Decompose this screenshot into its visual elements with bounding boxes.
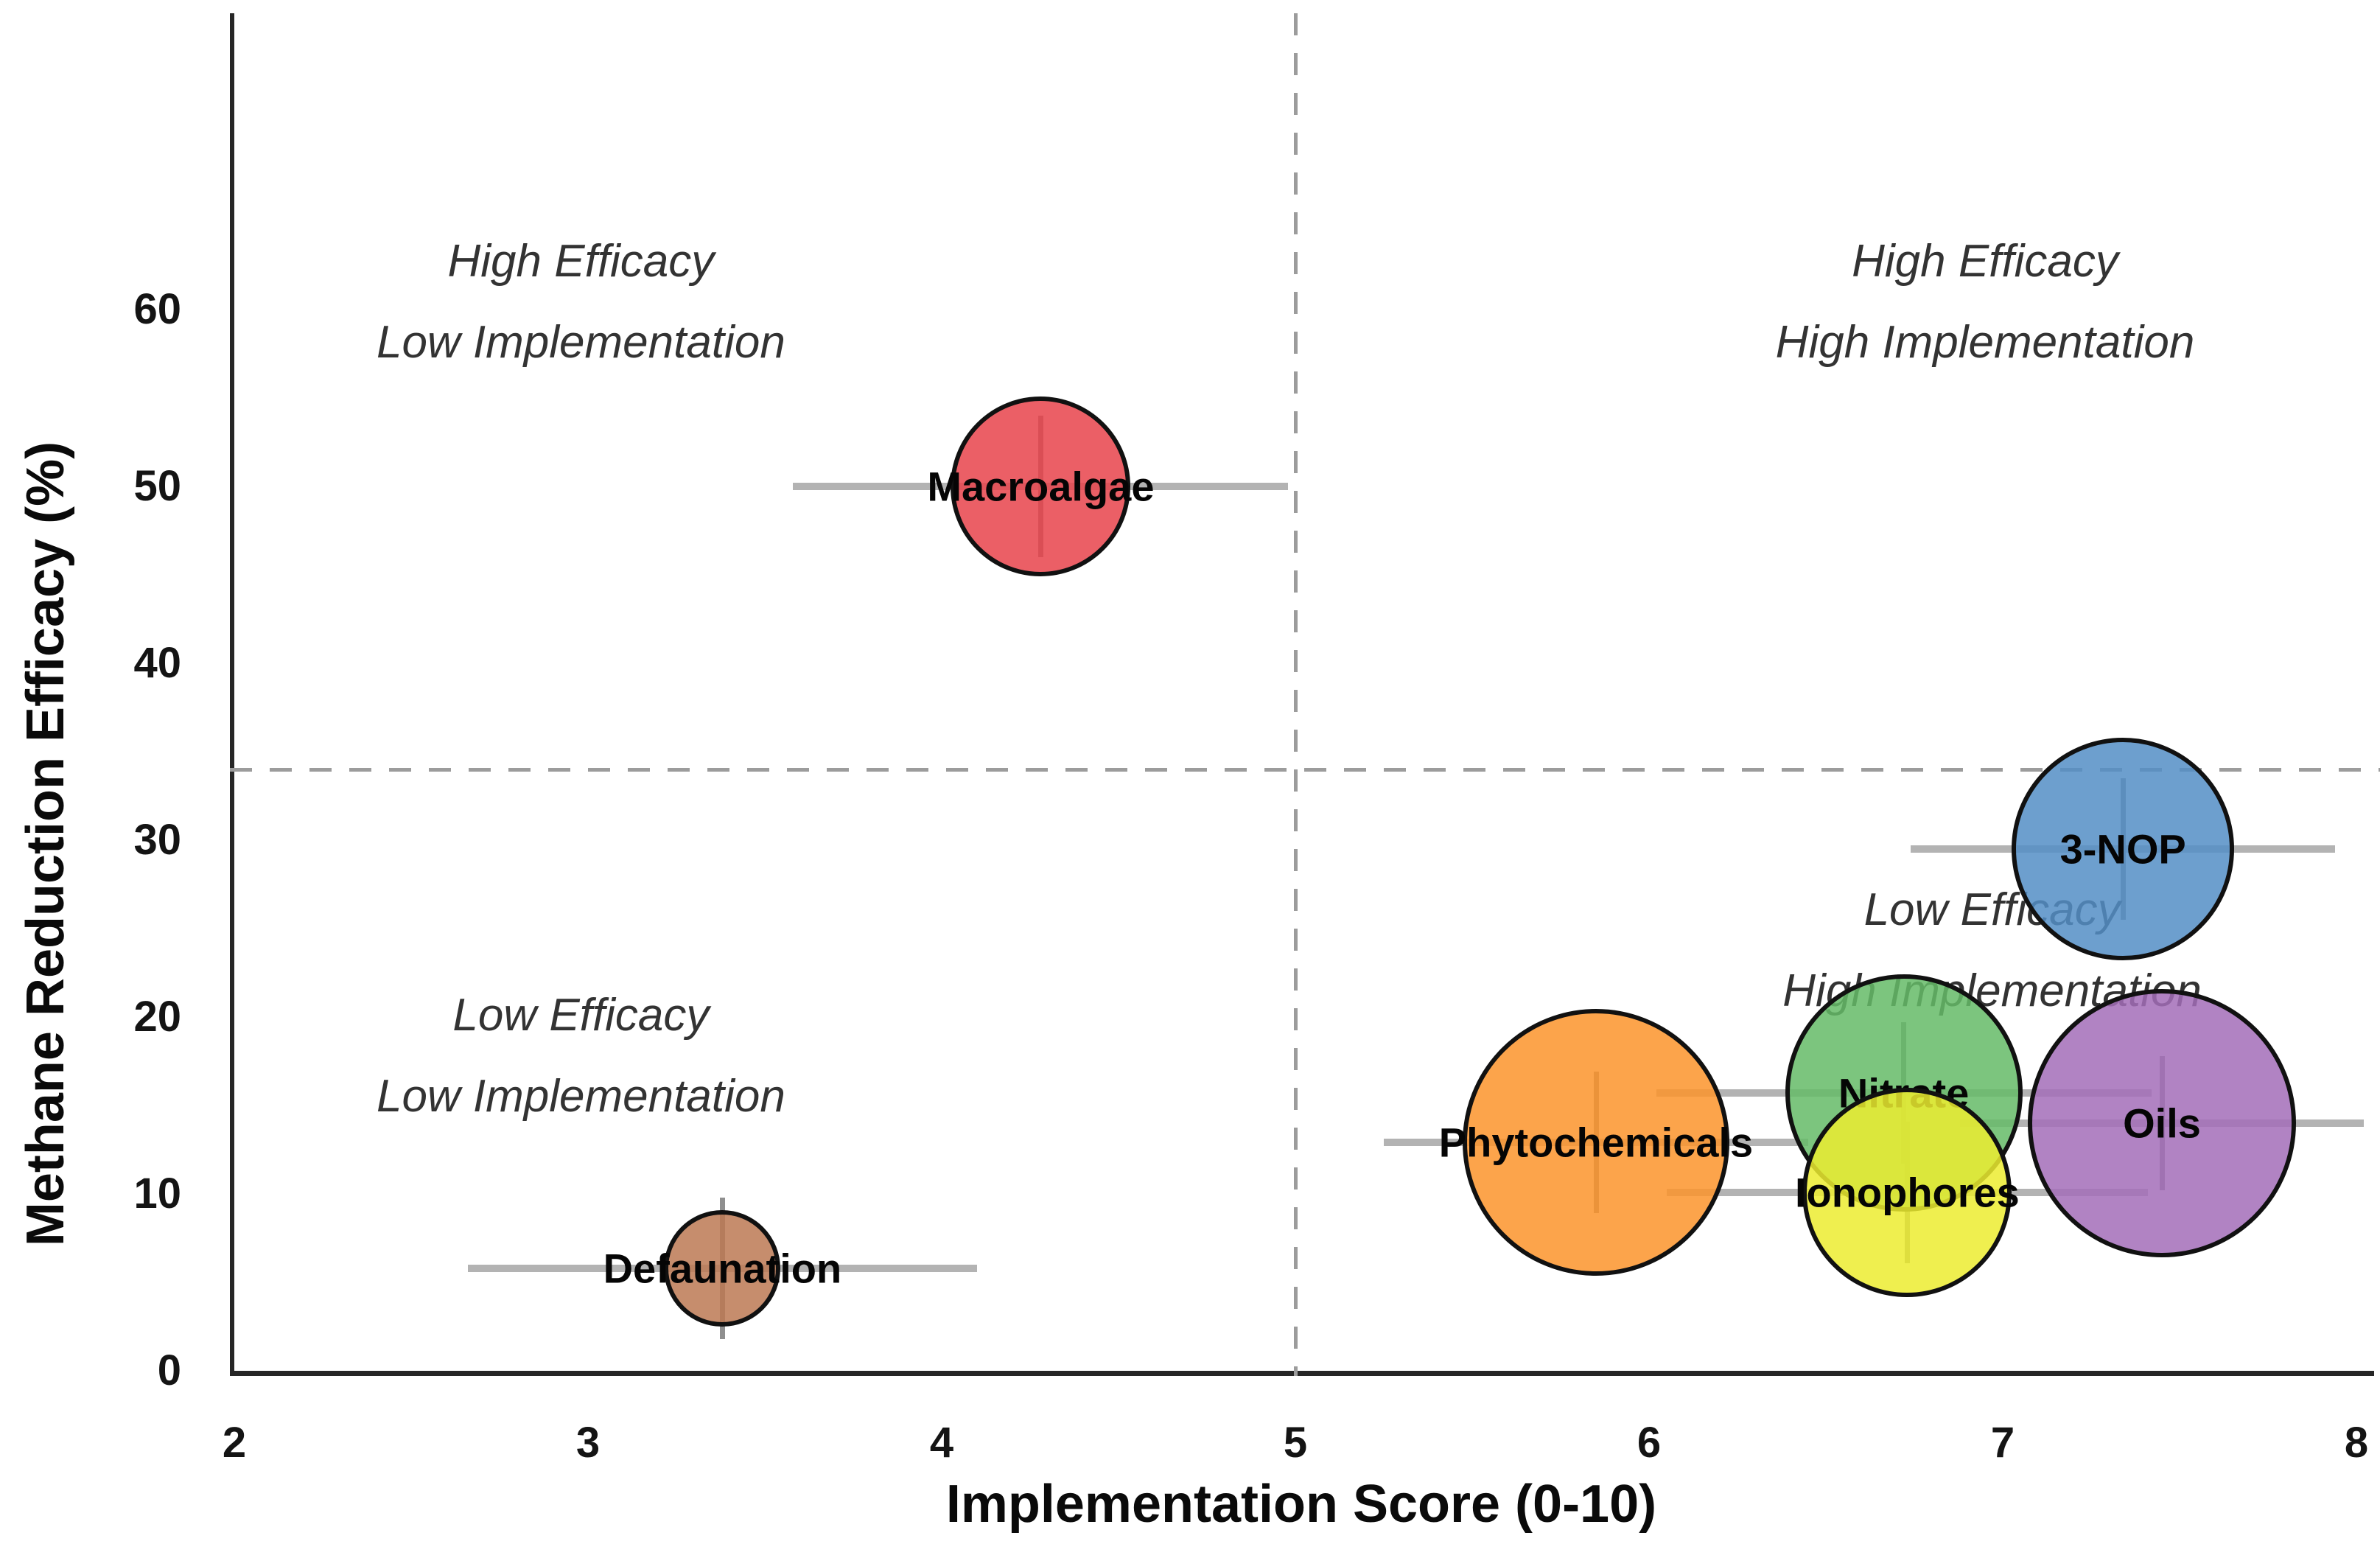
quadrant-label-line: Low Implementation — [376, 317, 785, 368]
x-tick-label-7: 7 — [1990, 1419, 2015, 1467]
bubble-defaunation — [664, 1209, 781, 1327]
quadrant-label-2: Low Efficacy Low Implementation — [377, 975, 785, 1137]
quadrant-label-line: High Implementation — [1775, 317, 2195, 368]
quadrant-label-0: High Efficacy Low Implementation — [377, 221, 785, 383]
y-tick-label-60: 60 — [133, 285, 181, 333]
y-tick-label-10: 10 — [133, 1170, 181, 1218]
bubble-label-ionophores: Ionophores — [1794, 1169, 2020, 1216]
bubble-3-nop — [2012, 738, 2235, 960]
quadrant-label-line: Low Implementation — [376, 1070, 785, 1122]
quadrant-label-line: High Efficacy — [1852, 236, 2118, 287]
threshold-line-vertical — [1293, 13, 1298, 1376]
bubble-oils — [2028, 989, 2296, 1257]
threshold-line-horizontal — [230, 767, 2380, 772]
y-axis-line — [230, 13, 234, 1376]
x-tick-label-5: 5 — [1283, 1419, 1308, 1467]
quadrant-label-1: High Efficacy High Implementation — [1776, 221, 2195, 383]
bubble-phytochemicals — [1463, 1009, 1729, 1276]
y-tick-label-20: 20 — [133, 993, 181, 1041]
bubble-macroalgae — [951, 397, 1131, 576]
bubble-label-macroalgae: Macroalgae — [927, 463, 1155, 510]
y-tick-label-50: 50 — [133, 462, 181, 510]
x-tick-label-4: 4 — [929, 1419, 954, 1467]
bubble-label-oils: Oils — [2123, 1100, 2201, 1147]
bubble-label-phytochemicals: Phytochemicals — [1438, 1119, 1754, 1166]
quadrant-label-line: Low Efficacy — [452, 989, 710, 1041]
y-tick-label-40: 40 — [133, 639, 181, 687]
x-axis-title: Implementation Score (0-10) — [945, 1475, 1657, 1534]
x-tick-label-6: 6 — [1637, 1419, 1662, 1467]
x-axis-line — [230, 1371, 2374, 1376]
bubble-ionophores — [1802, 1087, 2012, 1297]
y-tick-label-30: 30 — [133, 816, 181, 864]
bubble-label-defaunation: Defaunation — [603, 1245, 842, 1292]
quadrant-label-line: High Efficacy — [447, 236, 715, 287]
y-tick-label-0: 0 — [157, 1346, 181, 1394]
y-axis-title: Methane Reduction Efficacy (%) — [16, 441, 75, 1247]
bubble-label-3-nop: 3-NOP — [2059, 825, 2186, 873]
x-tick-label-3: 3 — [575, 1419, 601, 1467]
x-tick-label-8: 8 — [2344, 1419, 2369, 1467]
x-tick-label-2: 2 — [222, 1419, 247, 1467]
